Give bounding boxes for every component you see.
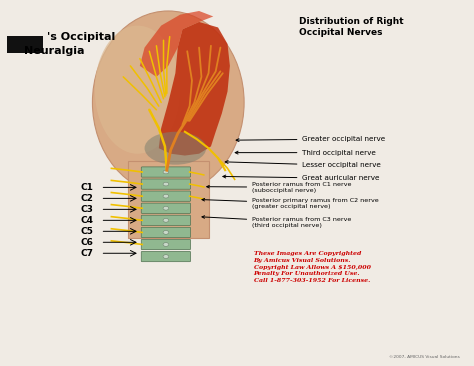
FancyBboxPatch shape [141,239,191,250]
Text: Lesser occipital nerve: Lesser occipital nerve [225,161,381,168]
FancyBboxPatch shape [141,227,191,238]
Text: Greater occipital nerve: Greater occipital nerve [236,136,386,142]
Text: C7: C7 [81,249,93,258]
Ellipse shape [145,132,206,165]
FancyBboxPatch shape [141,167,191,177]
Text: ©2007, AMICUS Visual Solutions: ©2007, AMICUS Visual Solutions [389,355,460,359]
FancyBboxPatch shape [141,191,191,201]
Ellipse shape [163,206,169,210]
Text: C3: C3 [81,205,93,214]
Text: C5: C5 [81,227,93,236]
Text: Posterior ramus from C3 nerve
(third occipital nerve): Posterior ramus from C3 nerve (third occ… [202,216,352,228]
FancyBboxPatch shape [141,179,191,189]
FancyBboxPatch shape [7,36,43,53]
Polygon shape [128,161,209,238]
Text: These Images Are Copyrighted
By Amicus Visual Solutions.
Copyright Law Allows A : These Images Are Copyrighted By Amicus V… [254,251,371,283]
Ellipse shape [95,26,180,154]
Ellipse shape [163,194,169,198]
Text: C2: C2 [81,194,93,203]
Text: Distribution of Right: Distribution of Right [299,18,403,26]
Text: Posterior primary ramus from C2 nerve
(greater occipital nerve): Posterior primary ramus from C2 nerve (g… [202,198,379,209]
Ellipse shape [163,219,169,222]
FancyBboxPatch shape [141,251,191,262]
Ellipse shape [163,231,169,234]
Text: C1: C1 [81,183,93,192]
Text: Occipital Nerves: Occipital Nerves [299,28,382,37]
Polygon shape [140,11,213,77]
Text: Great auricular nerve: Great auricular nerve [223,175,380,181]
Text: C6: C6 [81,238,93,247]
Text: C4: C4 [81,216,93,225]
Text: Third occipital nerve: Third occipital nerve [235,150,376,156]
Text: Posterior ramus from C1 nerve
(suboccipital nerve): Posterior ramus from C1 nerve (suboccipi… [207,182,352,193]
Ellipse shape [92,11,244,194]
Ellipse shape [163,255,169,258]
Polygon shape [159,22,230,156]
Ellipse shape [163,182,169,186]
FancyBboxPatch shape [141,215,191,225]
Ellipse shape [163,170,169,174]
Ellipse shape [163,243,169,246]
FancyBboxPatch shape [141,203,191,213]
Text: Neuralgia: Neuralgia [24,46,84,56]
Text: 's Occipital: 's Occipital [47,31,116,42]
